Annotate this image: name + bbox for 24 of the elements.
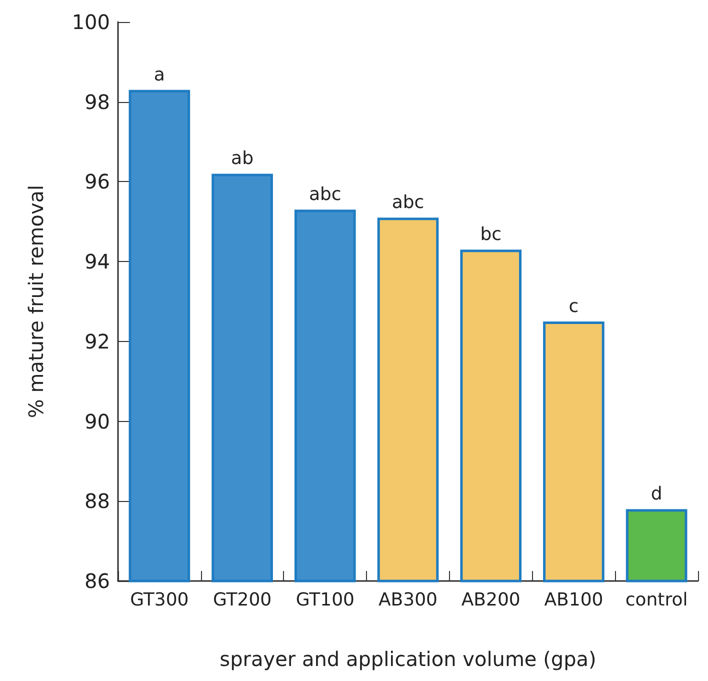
y-tick-label: 92 — [84, 329, 110, 354]
y-tick-label: 98 — [84, 90, 110, 114]
x-tick-label: GT300 — [130, 590, 189, 610]
annotation: bc — [480, 224, 502, 246]
y-tick-label: 94 — [84, 250, 110, 274]
annotation: d — [650, 484, 662, 505]
x-axis-title: sprayer and application volume (gpa) — [220, 647, 596, 671]
annotation: a — [154, 64, 165, 86]
annotation: ab — [231, 148, 254, 170]
x-tick-label: AB300 — [378, 590, 438, 610]
y-tick-label: 86 — [84, 569, 110, 593]
annotation: c — [568, 296, 579, 317]
y-tick-label: 100 — [72, 10, 110, 34]
x-tick-label: AB100 — [544, 590, 604, 610]
y-tick-label: 96 — [84, 170, 110, 194]
y-tick-label: 88 — [84, 489, 110, 514]
y-axis-title: % mature fruit removal — [24, 184, 48, 418]
annotation: abc — [392, 192, 424, 214]
y-tick-label: 90 — [84, 409, 110, 434]
annotation: abc — [308, 184, 342, 206]
x-tick-label: control — [625, 590, 688, 610]
x-tick-label: AB200 — [461, 590, 520, 610]
x-tick-label: GT100 — [296, 590, 354, 610]
x-tick-label: GT200 — [212, 590, 272, 610]
